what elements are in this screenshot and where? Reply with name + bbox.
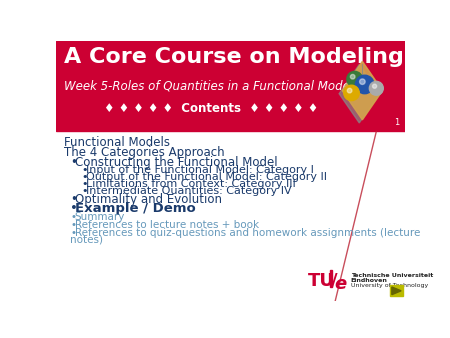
Bar: [56, 41, 405, 131]
Text: University of Technology: University of Technology: [351, 283, 428, 288]
Text: Functional Models: Functional Models: [64, 136, 170, 149]
Text: Week 5-Roles of Quantities in a Functional Model: Week 5-Roles of Quantities in a Function…: [64, 79, 353, 92]
Text: Summary: Summary: [75, 212, 125, 222]
Polygon shape: [339, 65, 379, 123]
Text: notes): notes): [70, 235, 103, 245]
Text: Technische Universiteit: Technische Universiteit: [351, 273, 433, 278]
Text: •: •: [70, 228, 76, 238]
Text: Limitations from Context: Category III: Limitations from Context: Category III: [86, 179, 296, 189]
Text: The 4 Categories Approach: The 4 Categories Approach: [64, 146, 225, 159]
Circle shape: [356, 75, 374, 94]
Text: /: /: [331, 271, 337, 290]
Polygon shape: [392, 287, 401, 295]
Text: Input of the Functional Model: Category I: Input of the Functional Model: Category …: [86, 165, 314, 175]
Text: References to quiz-questions and homework assignments (lecture: References to quiz-questions and homewor…: [75, 228, 420, 238]
Text: References to lecture notes + book: References to lecture notes + book: [75, 220, 259, 230]
Text: Constructing the Functional Model: Constructing the Functional Model: [75, 156, 278, 169]
Text: •: •: [70, 212, 76, 222]
Text: e: e: [334, 275, 347, 293]
Circle shape: [344, 85, 359, 101]
Text: TU: TU: [308, 271, 335, 290]
Text: •: •: [70, 220, 76, 230]
Text: •: •: [70, 202, 78, 215]
Bar: [330, 270, 332, 287]
Bar: [390, 285, 404, 296]
Circle shape: [347, 88, 352, 93]
Text: Output of the Functional Model: Category II: Output of the Functional Model: Category…: [86, 172, 327, 182]
Text: •: •: [70, 193, 77, 206]
Text: •: •: [81, 179, 88, 189]
Text: 1: 1: [394, 118, 400, 126]
Text: •: •: [81, 165, 88, 175]
Circle shape: [373, 84, 377, 88]
Circle shape: [369, 81, 383, 95]
Text: •: •: [81, 172, 88, 182]
Polygon shape: [342, 62, 382, 120]
Text: Optimality and Evolution: Optimality and Evolution: [75, 193, 222, 206]
Circle shape: [360, 79, 365, 84]
Text: •: •: [70, 156, 77, 169]
Text: Eindhoven: Eindhoven: [351, 279, 387, 284]
Text: ♦ ♦ ♦ ♦ ♦  Contents  ♦ ♦ ♦ ♦ ♦: ♦ ♦ ♦ ♦ ♦ Contents ♦ ♦ ♦ ♦ ♦: [104, 102, 319, 115]
Text: •: •: [81, 186, 88, 196]
Circle shape: [347, 71, 362, 87]
Text: Intermediate Quantities: Category IV: Intermediate Quantities: Category IV: [86, 186, 291, 196]
Text: A Core Course on Modeling: A Core Course on Modeling: [64, 47, 404, 67]
Circle shape: [351, 74, 355, 79]
Text: Example / Demo: Example / Demo: [75, 202, 196, 215]
